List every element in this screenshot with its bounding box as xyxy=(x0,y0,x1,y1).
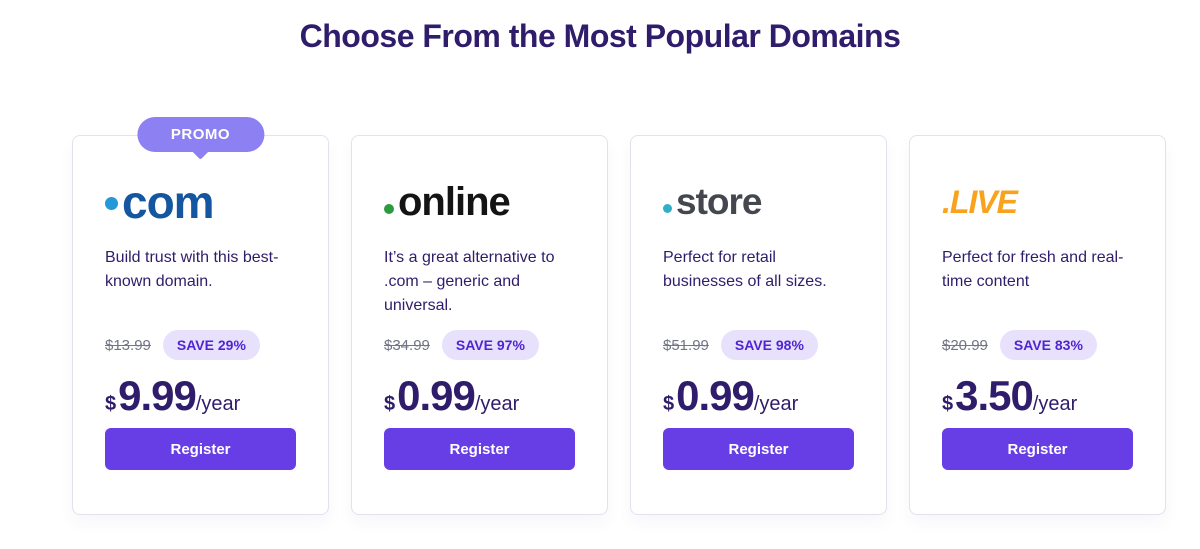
register-button[interactable]: Register xyxy=(663,428,854,470)
save-row: $13.99 SAVE 29% xyxy=(105,330,296,360)
save-row: $34.99 SAVE 97% xyxy=(384,330,575,360)
price-period: /year xyxy=(195,393,241,415)
price-currency: $ xyxy=(942,393,954,415)
tld-logo: store xyxy=(663,176,854,228)
domain-card-live: PROMO .LIVE Perfect for fresh and real-t… xyxy=(909,135,1166,515)
price-currency: $ xyxy=(663,393,675,415)
price: $ 9.99 /year xyxy=(105,372,296,428)
price: $ 0.99 /year xyxy=(663,372,854,428)
tld-name: .LIVE xyxy=(942,184,1018,220)
tld-logo: .LIVE xyxy=(942,176,1133,228)
price-value: 0.99 xyxy=(397,372,476,419)
tld-name: store xyxy=(676,181,762,222)
tld-dot-icon xyxy=(105,197,118,210)
tld-name: online xyxy=(398,180,511,224)
register-button[interactable]: Register xyxy=(942,428,1133,470)
promo-badge: PROMO xyxy=(136,117,265,152)
old-price: $34.99 xyxy=(384,336,430,354)
tld-dot-icon xyxy=(384,204,394,214)
save-row: $20.99 SAVE 83% xyxy=(942,330,1133,360)
register-button[interactable]: Register xyxy=(105,428,296,470)
register-button[interactable]: Register xyxy=(384,428,575,470)
price-currency: $ xyxy=(105,393,117,415)
domain-card-com: PROMO com Build trust with this best-kno… xyxy=(72,117,329,515)
card-description: Perfect for retail businesses of all siz… xyxy=(663,249,827,290)
card-description: Perfect for fresh and real-time content xyxy=(942,249,1124,290)
page-title: Choose From the Most Popular Domains xyxy=(299,18,901,54)
tld-logo: com xyxy=(105,176,296,228)
old-price: $13.99 xyxy=(105,336,151,354)
card-description: It’s a great alternative to .com – gener… xyxy=(384,249,555,314)
card-description: Build trust with this best-known domain. xyxy=(105,249,279,290)
price-period: /year xyxy=(753,393,799,415)
domain-card-online: PROMO online It’s a great alternative to… xyxy=(351,135,608,515)
save-row: $51.99 SAVE 98% xyxy=(663,330,854,360)
tld-logo: online xyxy=(384,176,575,228)
price-period: /year xyxy=(1032,393,1078,415)
price-period: /year xyxy=(474,393,520,415)
old-price: $51.99 xyxy=(663,336,709,354)
price-value: 9.99 xyxy=(118,372,197,419)
old-price: $20.99 xyxy=(942,336,988,354)
tld-dot-icon xyxy=(663,204,672,213)
price: $ 3.50 /year xyxy=(942,372,1133,428)
save-badge: SAVE 97% xyxy=(441,330,539,360)
price-currency: $ xyxy=(384,393,396,415)
price: $ 0.99 /year xyxy=(384,372,575,428)
save-badge: SAVE 29% xyxy=(162,330,260,360)
price-value: 3.50 xyxy=(955,372,1034,419)
cards-row: PROMO com Build trust with this best-kno… xyxy=(72,117,1166,515)
price-value: 0.99 xyxy=(676,372,755,419)
save-badge: SAVE 98% xyxy=(720,330,818,360)
tld-name: com xyxy=(122,176,215,228)
domain-card-store: PROMO store Perfect for retail businesse… xyxy=(630,135,887,515)
save-badge: SAVE 83% xyxy=(999,330,1097,360)
